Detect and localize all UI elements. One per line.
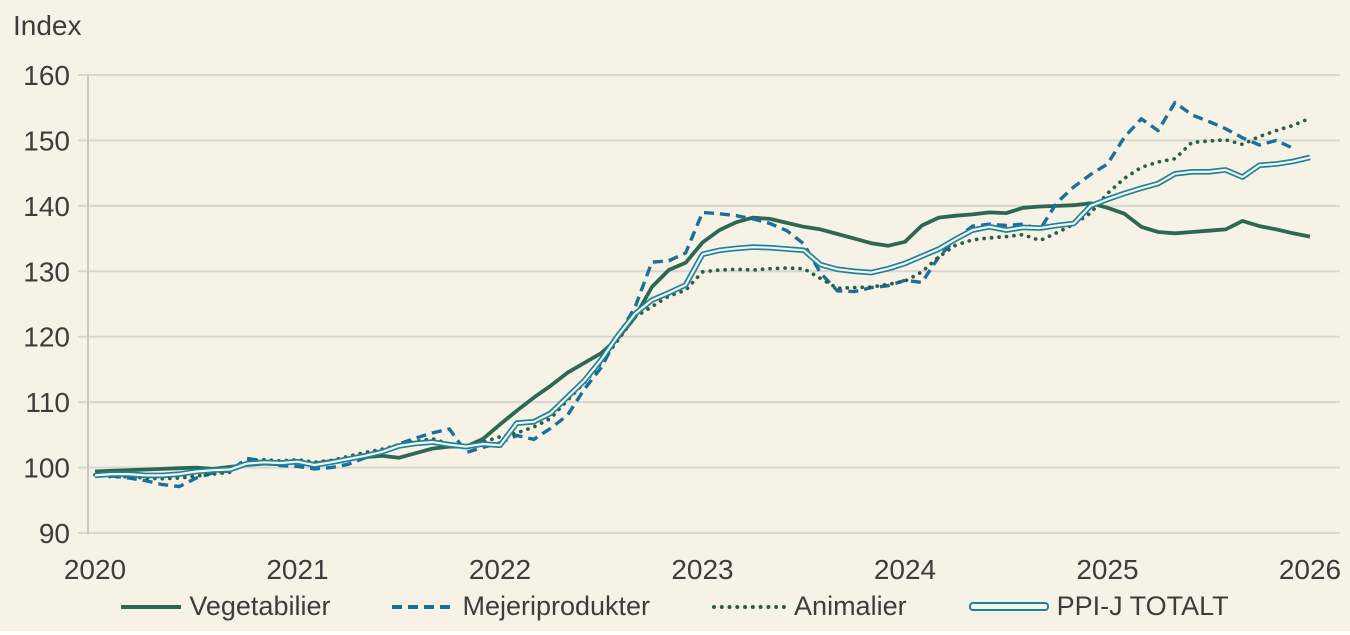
y-tick-label: 160 — [23, 60, 70, 91]
chart-legend: Vegetabilier Mejeriprodukter Animalier P… — [0, 591, 1350, 622]
legend-label: Vegetabilier — [189, 591, 331, 621]
x-tick-label: 2026 — [1279, 554, 1341, 585]
dotted-line-marker-icon — [712, 604, 787, 609]
x-tick-label: 2023 — [671, 554, 733, 585]
y-tick-label: 130 — [23, 256, 70, 287]
y-tick-label: 110 — [25, 387, 70, 418]
double-line-marker-icon — [968, 602, 1049, 611]
bottom-edge — [0, 631, 1350, 635]
x-tick-label: 2024 — [874, 554, 936, 585]
x-tick-label: 2020 — [64, 554, 126, 585]
dashed-line-marker-icon — [392, 604, 455, 609]
legend-item-vegetabilier: Vegetabilier — [121, 591, 330, 622]
legend-label: PPI-J TOTALT — [1056, 591, 1229, 621]
series-line-mejeriprodukter — [94, 100, 1294, 489]
y-tick-label: 140 — [23, 191, 70, 222]
legend-item-mejeriprodukter: Mejeriprodukter — [392, 591, 650, 622]
y-tick-label: 100 — [23, 453, 70, 484]
legend-label: Mejeriprodukter — [462, 591, 651, 621]
x-tick-label: 2021 — [266, 554, 328, 585]
y-tick-label: 150 — [23, 125, 70, 156]
x-tick-label: 2022 — [469, 554, 531, 585]
legend-label: Animalier — [794, 591, 907, 621]
series-line-animalier — [93, 116, 1312, 481]
y-tick-label: 90 — [39, 518, 70, 549]
x-tick-label: 2025 — [1076, 554, 1138, 585]
chart-title: Index — [13, 10, 82, 41]
legend-item-ppij-totalt: PPI-J TOTALT — [968, 591, 1229, 622]
y-tick-label: 120 — [23, 322, 70, 353]
series-line-ppi-j-totalt-core — [94, 156, 1311, 477]
solid-line-marker-icon — [121, 604, 182, 609]
legend-item-animalier: Animalier — [712, 591, 907, 622]
